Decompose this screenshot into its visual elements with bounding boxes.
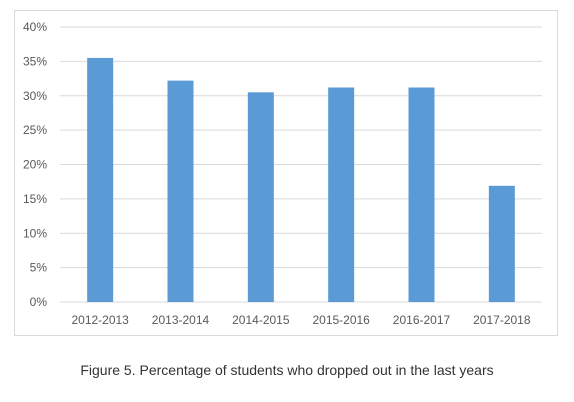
x-axis-tick-labels: 2012-2013 2013-2014 2014-2015 2015-2016 2016… bbox=[71, 313, 530, 327]
bar-2014-2015 bbox=[247, 92, 274, 302]
y-axis-tick-labels: 0% 5% 10% 15% 20% 25% 30% 35% 40% bbox=[23, 20, 47, 309]
gridlines bbox=[60, 26, 542, 303]
x-tick-label: 2015-2016 bbox=[312, 313, 370, 327]
x-tick-label: 2013-2014 bbox=[152, 313, 210, 327]
bar-2012-2013 bbox=[87, 57, 114, 302]
bar-2015-2016 bbox=[328, 87, 355, 302]
y-tick-label: 15% bbox=[23, 192, 47, 206]
y-tick-label: 35% bbox=[23, 54, 47, 68]
x-tick-label: 2014-2015 bbox=[232, 313, 290, 327]
x-tick-label: 2017-2018 bbox=[473, 313, 531, 327]
bar-2013-2014 bbox=[167, 80, 194, 302]
y-tick-label: 40% bbox=[23, 20, 47, 34]
y-tick-label: 0% bbox=[30, 295, 48, 309]
bar-2017-2018 bbox=[488, 185, 515, 302]
y-tick-label: 5% bbox=[30, 261, 48, 275]
x-tick-label: 2012-2013 bbox=[71, 313, 129, 327]
y-tick-label: 10% bbox=[23, 226, 47, 240]
y-tick-label: 20% bbox=[23, 158, 47, 172]
y-tick-label: 30% bbox=[23, 89, 47, 103]
bar-2016-2017 bbox=[408, 87, 435, 302]
y-tick-label: 25% bbox=[23, 123, 47, 137]
figure-caption: Figure 5. Percentage of students who dro… bbox=[80, 362, 494, 378]
x-tick-label: 2016-2017 bbox=[393, 313, 451, 327]
bars bbox=[87, 57, 515, 302]
